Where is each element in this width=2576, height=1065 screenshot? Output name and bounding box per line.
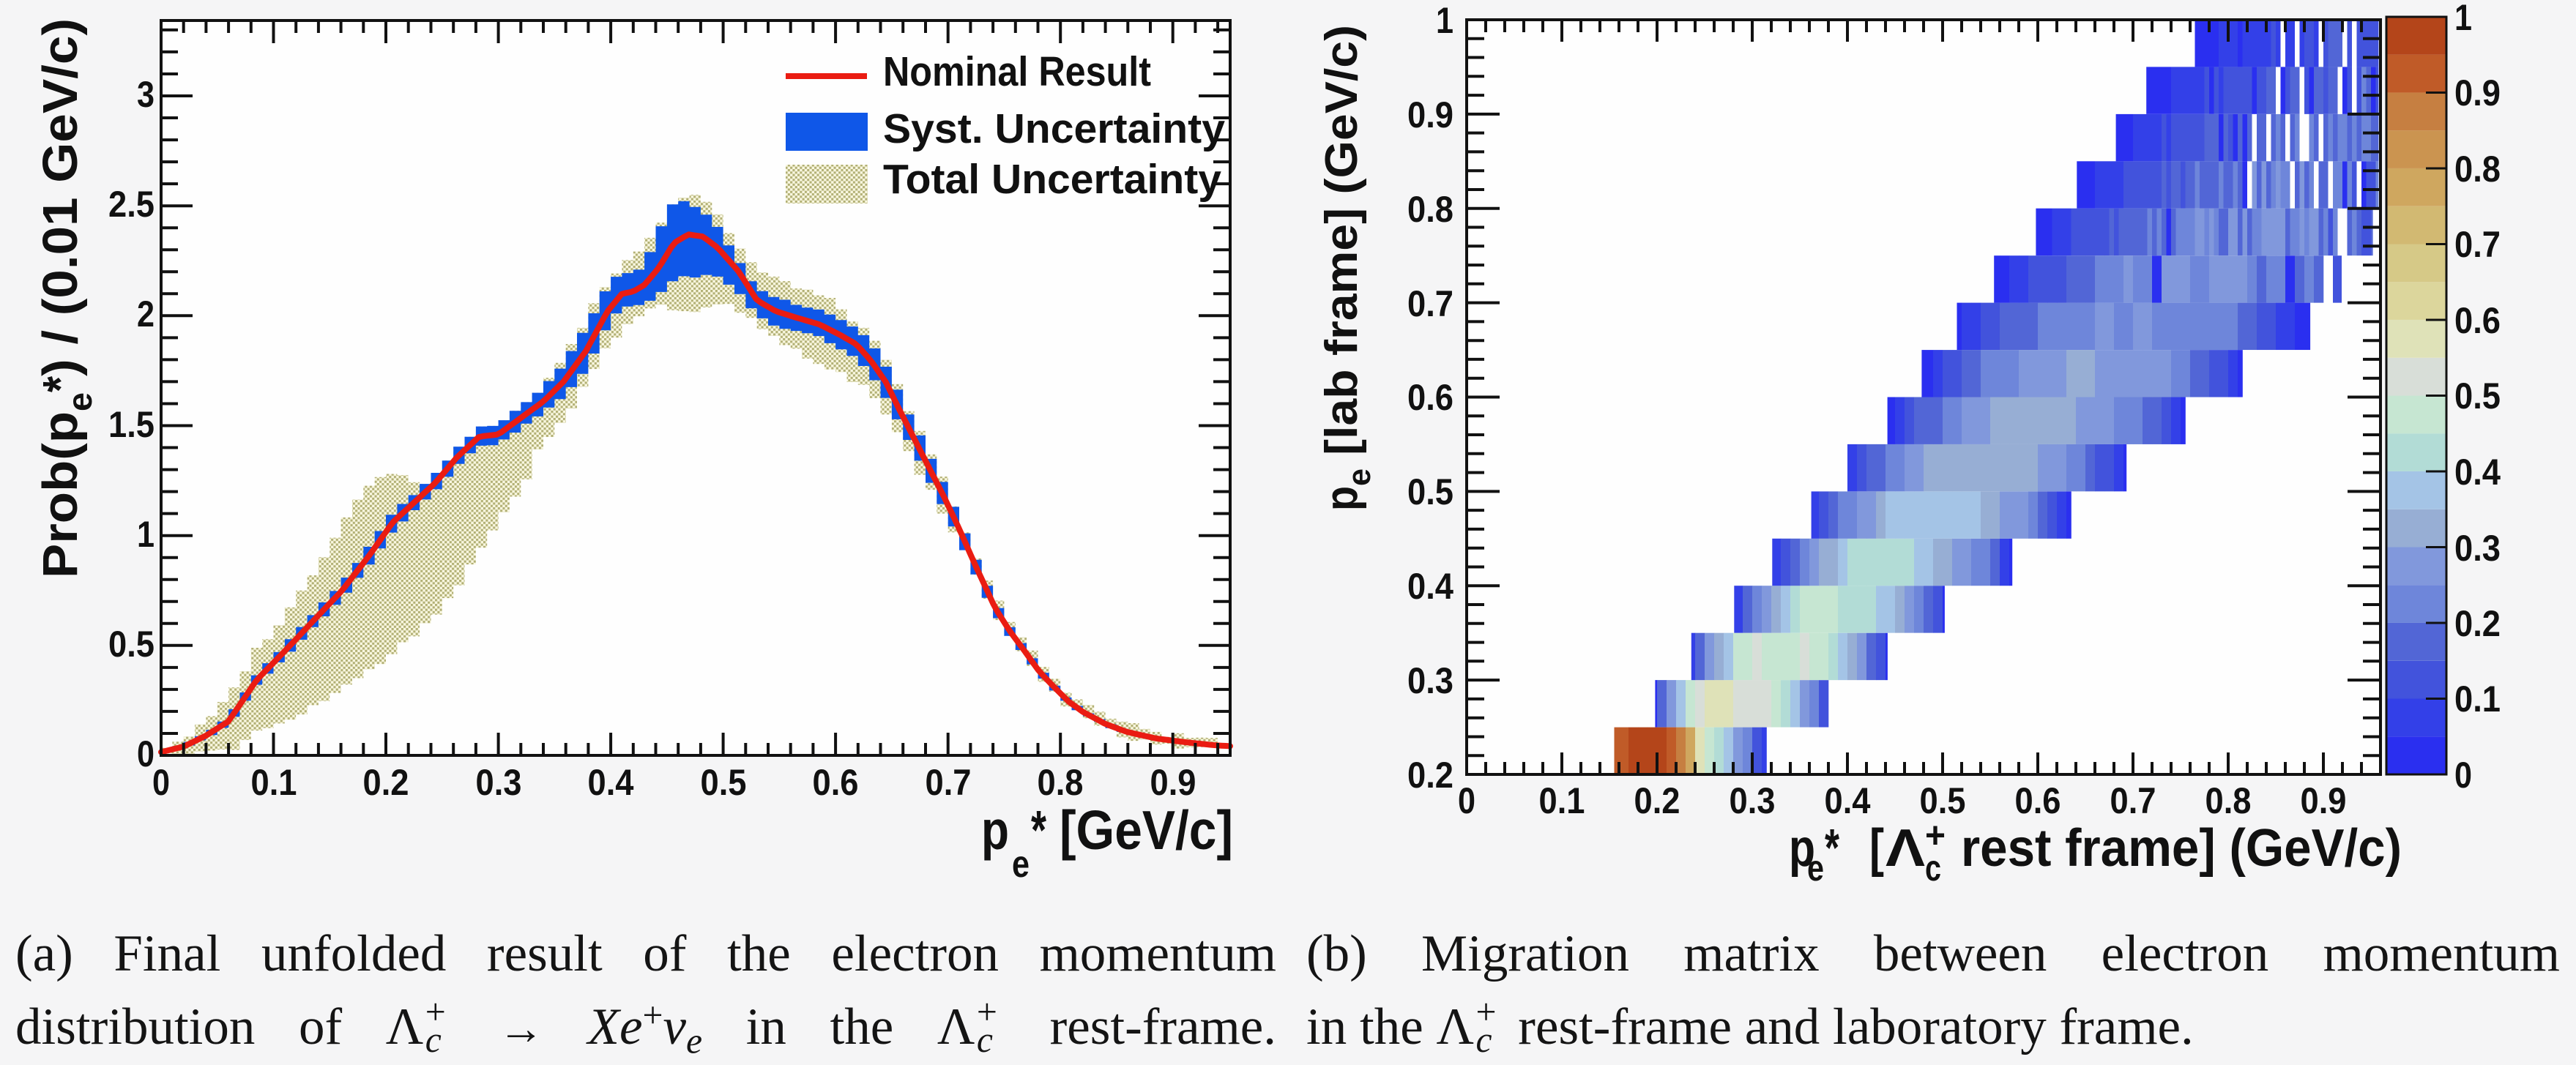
svg-text:p: p: [1789, 819, 1815, 878]
svg-text:*: *: [1031, 799, 1047, 861]
svg-text:0.4: 0.4: [1825, 780, 1871, 821]
svg-text:0.8: 0.8: [1407, 189, 1453, 230]
svg-text:0.9: 0.9: [1150, 762, 1196, 803]
svg-text:0: 0: [2454, 755, 2472, 796]
svg-text:0.4: 0.4: [588, 762, 634, 803]
svg-text:0.9: 0.9: [2454, 72, 2501, 113]
svg-text:0.6: 0.6: [813, 762, 859, 803]
svg-text:0.6: 0.6: [1407, 377, 1453, 418]
svg-text:[: [: [1869, 819, 1884, 878]
svg-text:0: 0: [152, 762, 170, 803]
svg-text:0.3: 0.3: [1730, 780, 1776, 821]
svg-text:0.3: 0.3: [1407, 660, 1453, 701]
svg-text:0.2: 0.2: [1634, 780, 1680, 821]
svg-text:0.3: 0.3: [476, 762, 522, 803]
svg-text:0.9: 0.9: [2301, 780, 2347, 821]
svg-text:3: 3: [137, 74, 155, 115]
svg-text:Nominal Result: Nominal Result: [883, 48, 1151, 95]
svg-text:0.7: 0.7: [2110, 780, 2156, 821]
svg-text:1: 1: [137, 514, 155, 555]
svg-text:rest frame] (GeV/c): rest frame] (GeV/c): [1961, 819, 2402, 878]
svg-text:0.5: 0.5: [108, 624, 155, 665]
svg-text:Syst. Uncertainty: Syst. Uncertainty: [883, 105, 1225, 152]
svg-text:0.8: 0.8: [1038, 762, 1084, 803]
svg-text:1: 1: [1436, 0, 1453, 41]
svg-text:*: *: [33, 375, 88, 392]
svg-text:) / (0.01 GeV/c): ) / (0.01 GeV/c): [33, 18, 88, 376]
svg-text:e: e: [1012, 843, 1030, 886]
svg-text:+: +: [1925, 815, 1946, 856]
svg-text:0.5: 0.5: [1920, 780, 1966, 821]
svg-text:0.5: 0.5: [1407, 471, 1453, 512]
svg-text:0.8: 0.8: [2205, 780, 2252, 821]
svg-text:Total Uncertainty: Total Uncertainty: [883, 156, 1221, 203]
svg-text:2: 2: [137, 294, 155, 335]
svg-text:0.4: 0.4: [2454, 452, 2501, 493]
svg-text:0.7: 0.7: [2454, 224, 2501, 265]
svg-text:c: c: [1925, 848, 1941, 889]
svg-text:[lab frame] (GeV/c): [lab frame] (GeV/c): [1317, 25, 1367, 455]
svg-text:0.6: 0.6: [2015, 780, 2061, 821]
svg-text:0.8: 0.8: [2454, 149, 2501, 190]
svg-text:2.5: 2.5: [108, 184, 155, 225]
svg-text:0.1: 0.1: [251, 762, 297, 803]
svg-text:e: e: [1341, 468, 1377, 486]
svg-text:0.4: 0.4: [1407, 566, 1453, 607]
svg-text:e: e: [61, 392, 99, 411]
svg-text:0: 0: [137, 733, 155, 774]
svg-text:0.3: 0.3: [2454, 528, 2501, 569]
svg-text:Prob(p: Prob(p: [33, 411, 88, 578]
svg-text:0.7: 0.7: [1407, 283, 1453, 324]
svg-text:1: 1: [2454, 0, 2472, 38]
svg-text:0: 0: [1458, 780, 1475, 821]
svg-text:0.9: 0.9: [1407, 94, 1453, 135]
svg-text:0.1: 0.1: [2454, 679, 2501, 720]
svg-text:Λ: Λ: [1886, 819, 1925, 878]
svg-text:0.2: 0.2: [363, 762, 409, 803]
svg-text:p: p: [981, 799, 1009, 861]
svg-text:0.7: 0.7: [926, 762, 972, 803]
svg-text:e: e: [1807, 848, 1824, 889]
svg-text:0.2: 0.2: [2454, 603, 2501, 644]
svg-text:0.5: 0.5: [2454, 375, 2501, 416]
svg-text:p: p: [1317, 486, 1367, 511]
svg-text:1.5: 1.5: [108, 404, 155, 445]
svg-text:0.2: 0.2: [1407, 755, 1453, 796]
svg-text:*: *: [1825, 819, 1839, 878]
svg-text:[GeV/c]: [GeV/c]: [1060, 799, 1233, 861]
svg-text:0.6: 0.6: [2454, 300, 2501, 341]
svg-text:0.5: 0.5: [701, 762, 747, 803]
svg-text:0.1: 0.1: [1539, 780, 1585, 821]
